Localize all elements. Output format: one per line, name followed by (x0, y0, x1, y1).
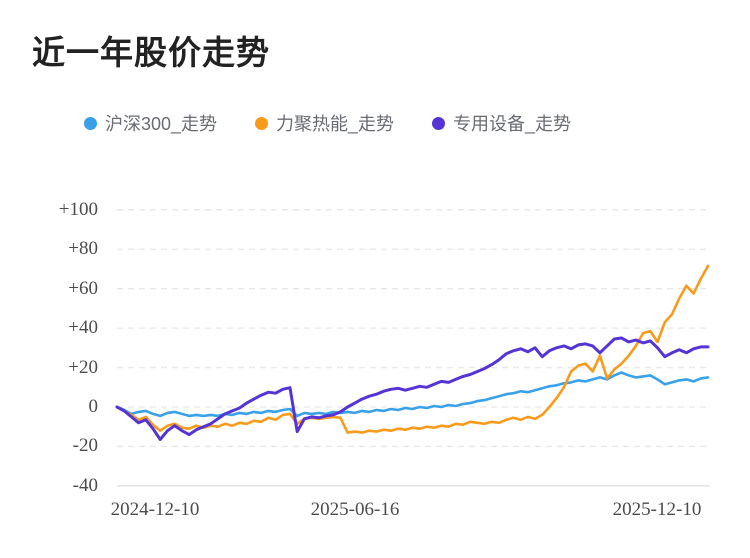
legend-item-label: 专用设备_走势 (453, 114, 572, 134)
chart-title: 近一年股价走势 (32, 34, 270, 71)
y-tick-label: +20 (68, 356, 98, 378)
legend-dot-icon (432, 116, 446, 130)
legend-item-2[interactable]: 力聚热能_走势 (255, 110, 394, 136)
legend-item-1[interactable]: 沪深300_走势 (84, 110, 217, 136)
y-tick-label: 0 (88, 396, 99, 417)
x-tick-label: 2024-12-10 (110, 499, 200, 520)
series-line-3[interactable] (115, 336, 710, 441)
legend-item-label: 沪深300_走势 (105, 114, 218, 134)
y-tick-label: +40 (68, 317, 98, 339)
y-tick-label: +60 (68, 277, 98, 299)
x-tick-label: 2025-12-10 (612, 499, 702, 520)
legend-item-3[interactable]: 专用设备_走势 (432, 110, 571, 136)
series-line-1[interactable] (115, 371, 710, 418)
y-tick-label: -40 (72, 474, 98, 496)
y-tick-label: +80 (68, 238, 98, 260)
legend-item-label: 力聚热能_走势 (276, 114, 395, 134)
series-line-2[interactable] (115, 264, 710, 434)
legend-dot-icon (255, 116, 269, 130)
x-tick-label: 2025-06-16 (310, 499, 400, 520)
legend-dot-icon (84, 116, 97, 130)
y-tick-label: -20 (72, 435, 98, 457)
legend: 沪深300_走势 力聚热能_走势 专用设备_走势 (84, 110, 571, 136)
y-tick-label: +100 (58, 198, 98, 220)
